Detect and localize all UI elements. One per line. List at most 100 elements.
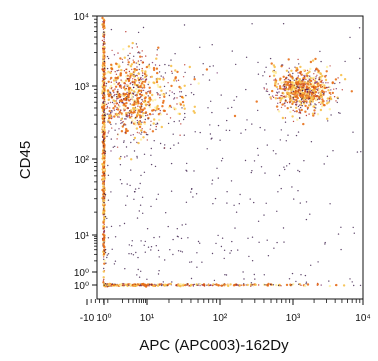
event-point [102, 276, 105, 279]
event-point [132, 254, 135, 256]
event-point [156, 122, 158, 124]
event-point [143, 80, 147, 83]
event-point [102, 225, 105, 228]
event-point [292, 72, 294, 75]
event-point [311, 59, 315, 62]
event-point [326, 117, 329, 121]
event-point [172, 133, 174, 135]
event-point [137, 89, 141, 93]
event-point [141, 85, 144, 88]
event-point [124, 83, 126, 85]
event-point [156, 104, 159, 108]
event-point [303, 160, 305, 162]
event-point [216, 72, 218, 74]
event-point [304, 274, 307, 277]
event-point [325, 65, 329, 69]
event-point [184, 64, 186, 66]
event-point [185, 223, 187, 225]
event-point [126, 155, 128, 157]
event-point [158, 256, 160, 258]
event-point [292, 90, 294, 93]
event-point [304, 104, 307, 108]
event-point [146, 139, 148, 141]
event-point [107, 253, 110, 255]
event-point [291, 81, 294, 84]
event-point [229, 283, 232, 286]
event-point [103, 113, 106, 116]
event-point [207, 107, 209, 109]
event-point [263, 71, 266, 73]
event-point [102, 60, 105, 63]
event-point [257, 73, 260, 75]
event-point [142, 26, 145, 29]
event-point [283, 86, 286, 88]
event-point [102, 168, 106, 171]
event-point [190, 261, 193, 263]
event-point [250, 285, 252, 287]
event-point [277, 284, 280, 287]
event-point [209, 284, 211, 287]
event-point [214, 197, 217, 200]
x-tick-label: 10³ [286, 313, 301, 324]
event-point [267, 255, 270, 257]
event-point [159, 85, 162, 89]
event-point [103, 41, 105, 43]
event-point [295, 78, 297, 80]
event-point [294, 110, 296, 113]
event-point [162, 281, 164, 283]
event-point [184, 116, 186, 119]
event-point [131, 245, 133, 247]
event-point [257, 61, 259, 64]
event-point [140, 129, 143, 132]
event-point [145, 65, 149, 69]
event-point [327, 120, 329, 122]
event-point [246, 283, 249, 287]
event-point [171, 70, 173, 73]
event-point [115, 112, 118, 116]
event-point [199, 46, 201, 48]
event-point [142, 61, 145, 64]
event-point [352, 131, 354, 133]
event-point [315, 76, 317, 78]
event-point [107, 174, 110, 176]
event-point [111, 111, 113, 113]
event-point [119, 225, 121, 227]
event-point [196, 284, 198, 286]
event-point [211, 183, 213, 185]
event-point [173, 79, 176, 82]
event-point [150, 205, 152, 208]
event-point [127, 112, 129, 114]
event-point [106, 217, 108, 220]
event-point [106, 135, 108, 138]
event-point [125, 71, 128, 74]
event-point [104, 251, 107, 254]
event-point [297, 75, 300, 77]
event-point [301, 91, 305, 95]
event-point [299, 112, 302, 114]
event-point [183, 84, 186, 88]
y-tick-label: 10⁴ [74, 12, 89, 23]
event-point [161, 105, 164, 108]
event-point [291, 100, 295, 103]
event-point [138, 63, 141, 66]
event-point [353, 284, 355, 287]
event-point [154, 98, 157, 102]
event-point [103, 151, 105, 154]
event-point [104, 215, 107, 218]
event-point [270, 283, 272, 286]
event-point [215, 242, 217, 245]
event-point [251, 170, 253, 172]
event-point [278, 91, 280, 93]
event-point [103, 172, 106, 174]
event-point [136, 157, 138, 159]
event-point [184, 71, 186, 74]
event-point [141, 111, 143, 113]
event-point [314, 113, 316, 115]
event-point [118, 84, 121, 87]
event-point [225, 129, 227, 131]
x-axis-title: APC (APC003)-162Dy [139, 337, 289, 354]
event-point [212, 203, 214, 205]
event-point [141, 69, 144, 73]
event-point [102, 177, 105, 180]
event-point [180, 95, 184, 99]
